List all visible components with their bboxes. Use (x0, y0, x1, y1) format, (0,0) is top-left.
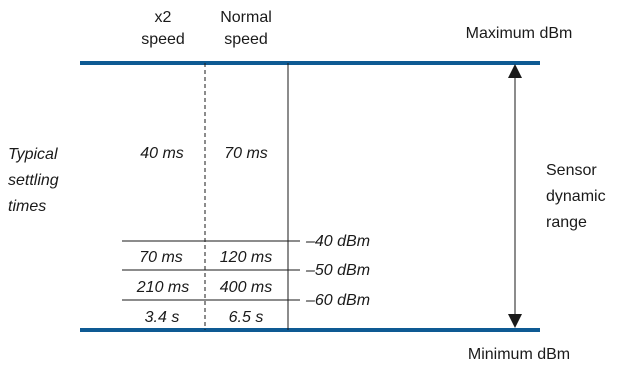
typical-settling-times-label: Typical settling times (8, 146, 59, 215)
sensor-dynamic-range-label: Sensor dynamic range (546, 162, 606, 231)
top-row-x2-value: 40 ms (140, 145, 184, 162)
dynamic-range-arrow (508, 64, 522, 328)
x2-header-line1: x2 (155, 9, 172, 26)
row-3-normal-value: 6.5 s (229, 309, 264, 326)
right-label-line2: dynamic (546, 188, 606, 205)
top-row-normal-value: 70 ms (224, 145, 268, 162)
row-2-x2-value: 210 ms (136, 279, 189, 296)
normal-speed-header: Normal speed (220, 9, 272, 48)
row-1-x2-value: 70 ms (139, 249, 183, 266)
threshold-60dbm: –60 dBm (305, 292, 370, 309)
row-1-normal-value: 120 ms (220, 249, 272, 266)
normal-header-line1: Normal (220, 9, 272, 26)
minimum-dbm-label: Minimum dBm (468, 346, 570, 363)
arrow-head-up-icon (508, 64, 522, 78)
threshold-50dbm: –50 dBm (305, 262, 370, 279)
right-label-line3: range (546, 214, 587, 231)
threshold-40dbm: –40 dBm (305, 233, 370, 250)
left-label-line2: settling (8, 172, 59, 189)
x2-speed-header: x2 speed (141, 9, 185, 48)
normal-header-line2: speed (224, 31, 268, 48)
left-label-line3: times (8, 198, 46, 215)
row-3-x2-value: 3.4 s (145, 309, 180, 326)
maximum-dbm-label: Maximum dBm (466, 25, 573, 42)
left-label-line1: Typical (8, 146, 58, 163)
right-label-line1: Sensor (546, 162, 597, 179)
x2-header-line2: speed (141, 31, 185, 48)
arrow-head-down-icon (508, 314, 522, 328)
row-2-normal-value: 400 ms (220, 279, 272, 296)
